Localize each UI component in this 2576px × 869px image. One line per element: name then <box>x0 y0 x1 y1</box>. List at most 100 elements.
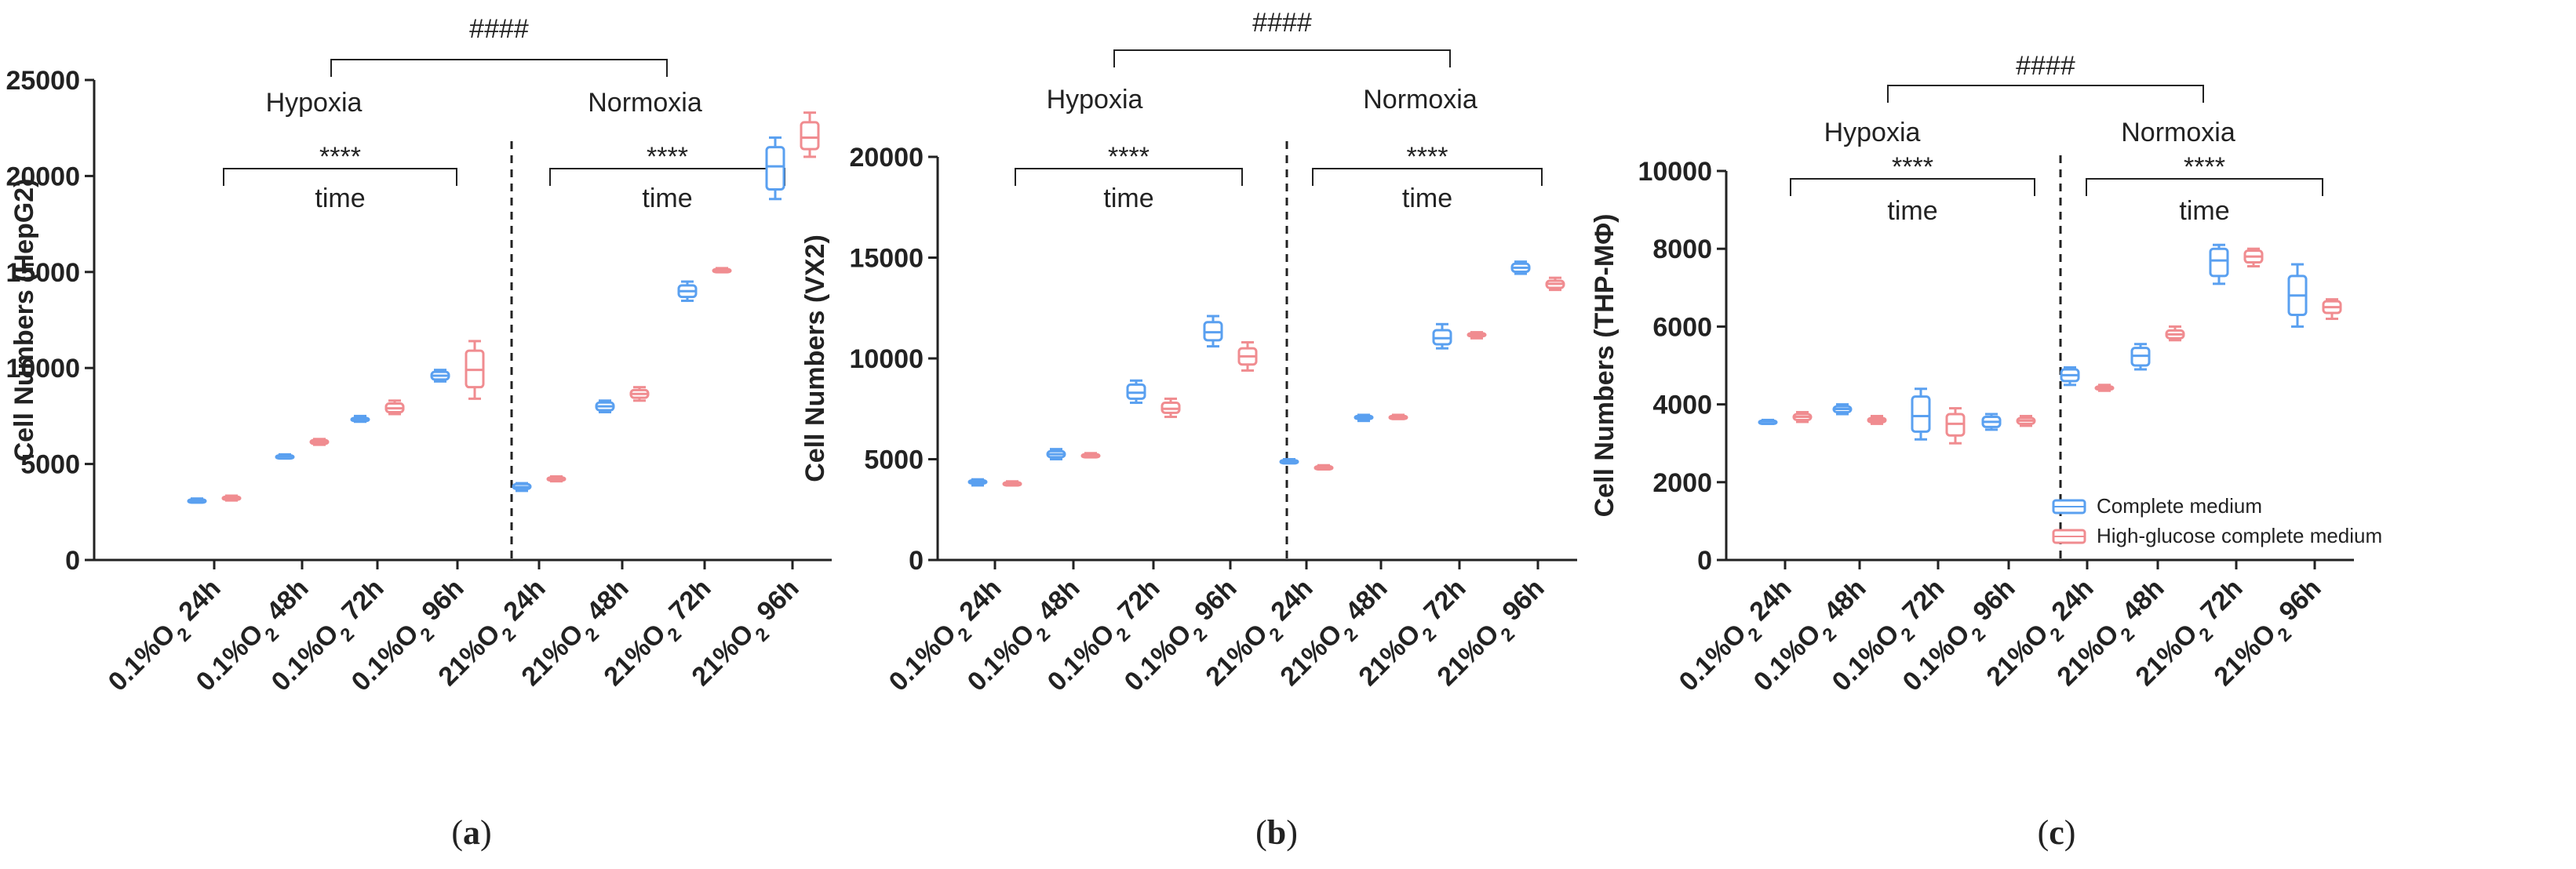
between-groups-significance: #### <box>2016 51 2075 81</box>
y-tick-label: 5000 <box>20 450 80 480</box>
box-complete <box>1126 379 1146 405</box>
x-tick-label-part: 21%O <box>1431 618 1505 692</box>
box-complete <box>2287 263 2308 328</box>
box-high-glucose <box>465 340 485 400</box>
between-groups-significance: #### <box>469 14 529 44</box>
y-tick-label: 2000 <box>1652 468 1712 498</box>
x-tick-label-part: 72h <box>331 573 390 632</box>
x-tick-label-part: 72h <box>1107 573 1166 632</box>
x-tick-label-part: 48h <box>1335 573 1394 632</box>
x-tick-label-part: 24h <box>1739 573 1798 632</box>
panel-label-letter: c <box>2049 813 2064 852</box>
x-tick-label-part: 0.1%O <box>1827 618 1905 696</box>
x-tick-label-part: 48h <box>256 573 315 632</box>
box-complete <box>677 280 698 303</box>
box-complete <box>765 136 785 201</box>
within-group-time-label: time <box>315 184 365 213</box>
x-tick-label-part: 21%O <box>1200 618 1273 692</box>
between-groups-bracket <box>1887 85 2204 103</box>
within-group-time-label: time <box>1887 196 1937 226</box>
y-tick-label: 20000 <box>5 162 80 191</box>
within-group-bracket <box>2086 178 2323 196</box>
panel-label-letter: b <box>1267 813 1286 852</box>
between-groups-significance: #### <box>1252 8 1312 38</box>
y-tick-label: 15000 <box>5 258 80 288</box>
panel-label-paren: ) <box>2064 813 2076 852</box>
box-complete <box>1911 387 1931 441</box>
box-complete <box>967 478 988 487</box>
panel-label-paren: ) <box>1286 813 1298 852</box>
box-complete <box>512 482 532 493</box>
within-group-time-label: time <box>642 184 692 213</box>
box-complete <box>2209 243 2229 285</box>
x-tick-label-part: 96h <box>1184 573 1243 632</box>
box-high-glucose <box>629 386 650 402</box>
panel-b: 0 5000 10000 15000 20000 Cell Numbers (VX2) 0.… <box>800 8 1577 852</box>
x-tick-label-part: 96h <box>1962 573 2021 632</box>
box-high-glucose <box>1388 413 1408 420</box>
box-high-glucose <box>1237 340 1258 372</box>
x-tick-label-part: 48h <box>1813 573 1872 632</box>
x-tick-label: 0.1%O2 24h <box>1674 573 1804 704</box>
x-tick-label-part: 0.1%O <box>884 618 962 696</box>
box-high-glucose <box>309 438 330 446</box>
box-body <box>800 121 820 151</box>
panel-label-paren: ( <box>2038 813 2050 852</box>
x-tick-label-part: 0.1%O <box>1042 618 1120 696</box>
y-tick-label: 6000 <box>1652 312 1712 342</box>
x-tick-label-part: 21%O <box>432 618 506 692</box>
box-high-glucose <box>712 267 732 274</box>
x-tick-label-part: 21%O <box>2208 618 2282 692</box>
box-body <box>765 146 785 191</box>
x-tick-label-part: 21%O <box>516 618 589 692</box>
x-tick-label-part: 48h <box>2111 573 2170 632</box>
legend-label-high-glucose: High-glucose complete medium <box>2097 524 2382 547</box>
box-high-glucose <box>1792 411 1813 424</box>
y-axis-title: Cell Numbers (HepG2) <box>9 179 39 462</box>
box-complete <box>2130 343 2151 371</box>
box-high-glucose <box>800 111 820 158</box>
within-group-bracket <box>1312 168 1543 186</box>
y-tick-label: 0 <box>1697 546 1712 576</box>
within-group-significance: **** <box>1108 142 1150 172</box>
box-complete <box>2060 365 2080 387</box>
condition-label-hypoxia: Hypoxia <box>1824 118 1921 147</box>
y-tick-label: 10000 <box>1638 157 1712 187</box>
condition-label-normoxia: Normoxia <box>1363 85 1477 115</box>
y-tick-label: 10000 <box>5 354 80 384</box>
within-group-significance: **** <box>1892 152 1933 182</box>
box-high-glucose <box>546 475 567 483</box>
x-tick-label-part: 0.1%O <box>191 618 269 696</box>
box-high-glucose <box>2322 298 2342 320</box>
y-tick-label: 20000 <box>849 143 924 173</box>
box-complete <box>1432 322 1452 350</box>
box-body <box>1911 395 1931 433</box>
between-groups-bracket <box>330 59 668 77</box>
within-group-significance: **** <box>2184 152 2225 182</box>
panel-label-paren: ( <box>1255 813 1267 852</box>
within-group-time-label: time <box>1103 184 1153 213</box>
box-complete <box>1510 260 1531 275</box>
x-tick-label-part: 21%O <box>1980 618 2054 692</box>
y-tick-label: 15000 <box>849 244 924 274</box>
within-group-significance: **** <box>319 142 361 172</box>
legend-label-complete: Complete medium <box>2097 494 2262 518</box>
y-tick-label: 0 <box>909 546 924 576</box>
box-complete <box>1981 413 2002 431</box>
panel-label-letter: a <box>463 813 480 852</box>
within-group-time-label: time <box>2179 196 2229 226</box>
x-tick-label-part: 48h <box>1027 573 1086 632</box>
y-axis-title: Cell Numbers (THP-MΦ) <box>1590 214 1620 518</box>
y-tick-label: 4000 <box>1652 391 1712 420</box>
box-high-glucose <box>1945 407 1966 445</box>
within-group-significance: **** <box>647 142 688 172</box>
box-high-glucose <box>1867 414 1887 425</box>
x-tick-label-part: 24h <box>168 573 227 632</box>
within-group-significance: **** <box>1407 142 1448 172</box>
box-complete <box>1046 448 1066 460</box>
y-tick-label: 0 <box>65 546 80 576</box>
x-tick-label-part: 96h <box>746 573 805 632</box>
x-tick-label-part: 0.1%O <box>962 618 1040 696</box>
condition-label-normoxia: Normoxia <box>588 88 702 118</box>
x-tick-label-part: 72h <box>1413 573 1472 632</box>
